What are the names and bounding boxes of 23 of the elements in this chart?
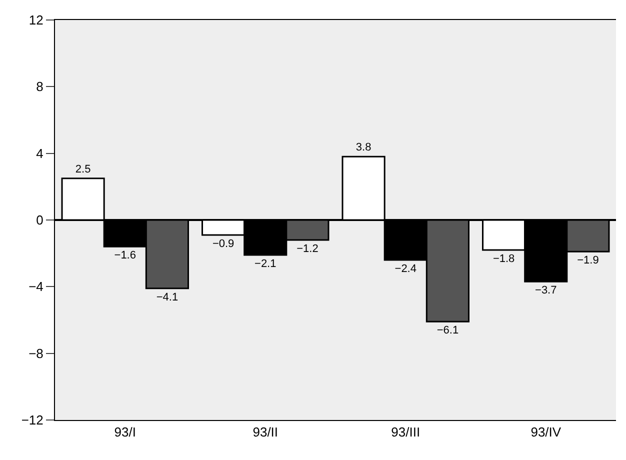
y-tick-label: −12 xyxy=(21,412,44,428)
y-tick-label: −4 xyxy=(28,279,44,294)
data-label: −1.6 xyxy=(114,250,136,262)
y-tick-label: 12 xyxy=(28,12,44,28)
data-label: −6.1 xyxy=(436,324,459,337)
data-label: −1.2 xyxy=(296,243,318,255)
y-tick-label: 0 xyxy=(36,212,44,228)
data-label: −1.8 xyxy=(492,253,515,265)
y-tick-label: 8 xyxy=(36,79,44,94)
data-label: −0.9 xyxy=(212,238,234,250)
data-label: −2.1 xyxy=(254,258,276,270)
data-label: −4.1 xyxy=(156,291,178,304)
x-tick-label: 93/II xyxy=(252,424,278,440)
data-label: −3.7 xyxy=(535,284,557,297)
x-tick-label: 93/I xyxy=(114,424,136,440)
y-tick-label: 4 xyxy=(36,146,44,161)
x-tick-label: 93/III xyxy=(391,424,420,440)
data-label: −1.9 xyxy=(577,254,599,267)
y-tick-label: −8 xyxy=(28,346,44,361)
data-label: −2.4 xyxy=(394,263,416,275)
data-label: 3.8 xyxy=(356,142,372,154)
x-tick-label: 93/IV xyxy=(530,424,562,440)
data-label: 2.5 xyxy=(75,163,91,176)
